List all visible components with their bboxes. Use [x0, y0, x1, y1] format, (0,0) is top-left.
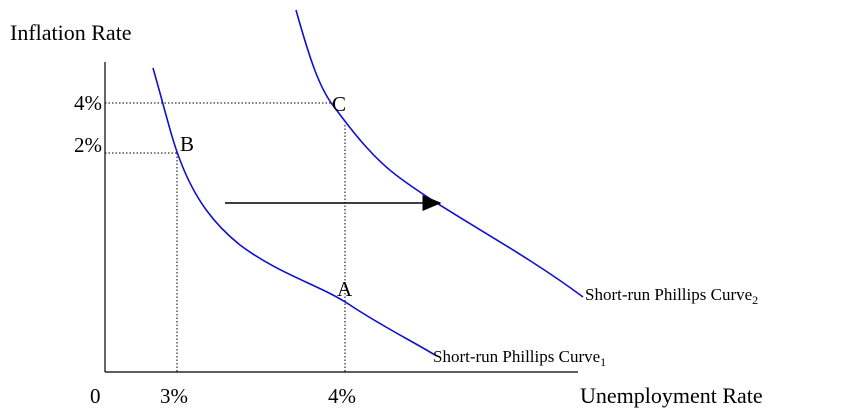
y-tick-label: 2%	[74, 133, 102, 157]
point-label: B	[180, 132, 194, 156]
curve-label: Short-run Phillips Curve1	[433, 347, 606, 369]
curve-label: Short-run Phillips Curve2	[585, 285, 758, 307]
curve-subscript: 1	[600, 355, 606, 369]
x-tick-label: 3%	[160, 384, 188, 408]
point-label: C	[332, 92, 346, 116]
curve-1	[152, 67, 436, 356]
curve-name: Short-run Phillips Curve	[585, 285, 752, 304]
x-tick-label: 4%	[328, 384, 356, 408]
point-label: A	[337, 277, 353, 301]
curve-subscript: 2	[752, 293, 758, 307]
guides	[105, 102, 346, 372]
curve-name: Short-run Phillips Curve	[433, 347, 600, 366]
origin-label: 0	[90, 384, 101, 408]
x-axis-label: Unemployment Rate	[580, 383, 763, 408]
y-tick-label: 4%	[74, 91, 102, 115]
curve-2	[295, 9, 584, 298]
y-axis-label: Inflation Rate	[10, 20, 132, 45]
